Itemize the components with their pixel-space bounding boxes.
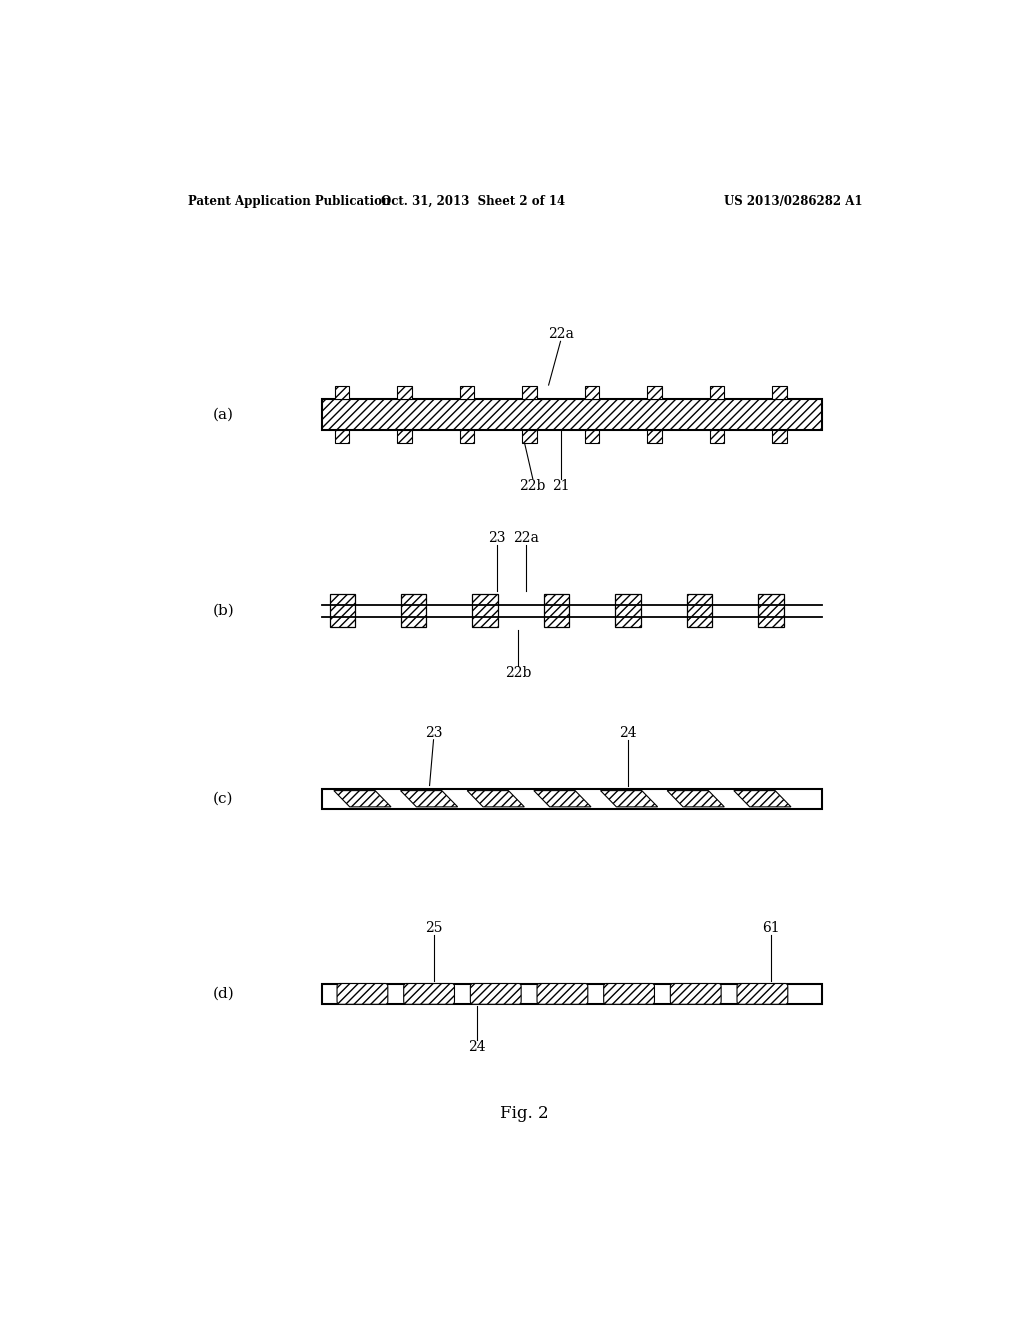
FancyBboxPatch shape [537,983,588,1005]
Text: 22a: 22a [548,327,573,342]
Text: 22b: 22b [519,479,546,492]
FancyBboxPatch shape [337,983,388,1005]
Bar [335,385,349,399]
Bar [460,385,474,399]
Bar [323,983,822,1005]
Text: (d): (d) [212,987,234,1001]
Bar [710,430,724,444]
Bar [585,430,599,444]
Text: 21: 21 [552,479,569,492]
Text: 24: 24 [468,1040,486,1053]
Polygon shape [400,791,458,807]
Bar [323,399,822,430]
Bar [544,594,569,627]
Bar [615,594,641,627]
Bar [758,594,783,627]
Bar [647,385,662,399]
Text: 25: 25 [425,921,442,935]
Bar [323,788,822,809]
Bar [472,594,498,627]
Polygon shape [734,791,791,807]
Text: (c): (c) [213,792,233,805]
FancyBboxPatch shape [604,983,654,1005]
Polygon shape [467,791,524,807]
Text: Oct. 31, 2013  Sheet 2 of 14: Oct. 31, 2013 Sheet 2 of 14 [381,195,565,209]
Bar [585,385,599,399]
Text: 22a: 22a [513,531,540,545]
Polygon shape [334,791,391,807]
Text: (b): (b) [212,603,234,618]
Text: 22b: 22b [505,667,531,680]
Polygon shape [600,791,657,807]
Text: 61: 61 [762,921,779,935]
Text: 24: 24 [620,726,637,739]
FancyBboxPatch shape [470,983,521,1005]
Text: US 2013/0286282 A1: US 2013/0286282 A1 [724,195,862,209]
Text: Patent Application Publication: Patent Application Publication [187,195,390,209]
Bar [522,385,537,399]
Text: Fig. 2: Fig. 2 [501,1105,549,1122]
Bar [772,430,786,444]
FancyBboxPatch shape [671,983,721,1005]
Text: 23: 23 [425,726,442,739]
Bar [401,594,426,627]
Bar [335,430,349,444]
Bar [460,430,474,444]
Polygon shape [534,791,591,807]
Bar [710,385,724,399]
Text: (a): (a) [213,408,233,421]
Bar [772,385,786,399]
Bar [397,430,412,444]
FancyBboxPatch shape [403,983,455,1005]
Bar [522,430,537,444]
FancyBboxPatch shape [737,983,787,1005]
Bar [647,430,662,444]
Bar [330,594,355,627]
Polygon shape [668,791,724,807]
Text: 23: 23 [488,531,506,545]
Bar [397,385,412,399]
Bar [687,594,712,627]
